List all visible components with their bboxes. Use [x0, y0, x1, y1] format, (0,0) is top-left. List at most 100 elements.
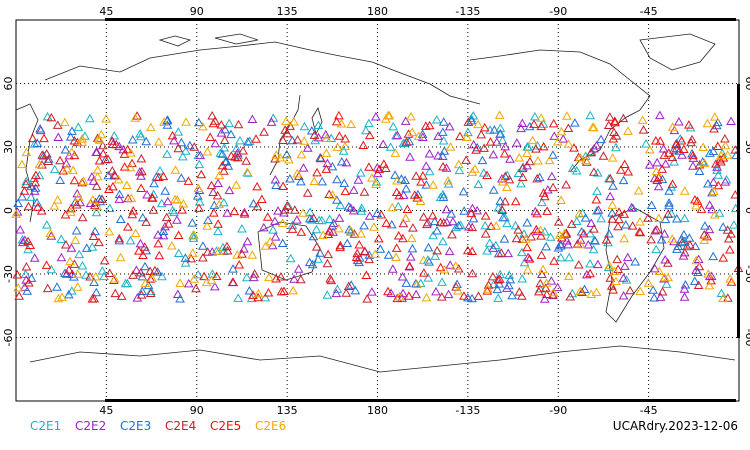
observation-marker	[539, 294, 550, 303]
observation-marker	[707, 187, 717, 197]
observation-marker	[295, 274, 306, 284]
observation-marker	[589, 224, 599, 233]
observation-marker	[482, 170, 492, 180]
observation-marker	[173, 143, 184, 153]
observation-marker	[699, 235, 710, 244]
observation-marker	[89, 277, 99, 287]
observation-marker	[122, 144, 133, 154]
observation-marker	[563, 271, 574, 280]
observation-marker	[598, 151, 609, 160]
observation-marker	[438, 161, 448, 171]
observation-marker	[396, 174, 407, 183]
observation-marker	[659, 229, 670, 238]
observation-marker	[354, 253, 365, 262]
observation-marker	[565, 292, 576, 301]
observation-marker	[424, 149, 435, 158]
observation-marker	[146, 286, 156, 296]
observation-marker	[404, 136, 415, 146]
observation-marker	[69, 259, 80, 268]
observation-marker	[132, 111, 143, 120]
observation-marker	[651, 166, 662, 176]
observation-marker	[406, 233, 417, 243]
observation-marker	[437, 127, 448, 136]
observation-marker	[686, 137, 696, 147]
observation-marker	[232, 152, 243, 162]
observation-marker	[635, 216, 645, 226]
observation-marker	[109, 273, 120, 283]
observation-marker	[678, 144, 689, 153]
latitude-label: 0	[2, 207, 15, 214]
observation-marker	[145, 274, 156, 283]
observation-marker	[477, 155, 488, 165]
observation-marker	[535, 278, 546, 288]
observation-marker	[266, 117, 277, 126]
observation-marker	[549, 131, 560, 140]
observation-marker	[544, 155, 555, 165]
observation-marker	[522, 242, 532, 252]
observation-marker	[488, 243, 498, 252]
observation-marker	[722, 150, 733, 159]
observation-marker	[244, 286, 255, 295]
observation-marker	[81, 270, 91, 279]
observation-marker	[628, 203, 638, 212]
observation-marker	[103, 154, 113, 163]
observation-marker	[153, 238, 164, 248]
longitude-label: 90	[190, 404, 204, 417]
observation-marker	[173, 248, 184, 257]
observation-marker	[536, 269, 547, 278]
observation-marker	[473, 291, 484, 300]
observation-marker	[176, 173, 187, 182]
observation-marker	[390, 170, 400, 179]
observation-marker	[218, 242, 228, 252]
observation-marker	[501, 182, 512, 192]
observation-marker	[694, 261, 705, 271]
observation-marker	[322, 290, 333, 299]
observation-marker	[158, 230, 169, 240]
observation-marker	[412, 279, 422, 289]
observation-marker	[638, 125, 649, 134]
observation-marker	[411, 278, 421, 288]
observation-marker	[149, 178, 159, 188]
observation-marker	[655, 136, 666, 145]
latitude-label: 60	[743, 77, 750, 91]
observation-marker	[555, 241, 566, 250]
observation-marker	[679, 213, 690, 223]
observation-marker	[61, 269, 72, 278]
observation-marker	[239, 209, 250, 218]
observation-marker	[524, 121, 535, 131]
observation-marker	[53, 293, 64, 303]
observation-marker	[89, 200, 100, 210]
observation-marker	[591, 287, 602, 296]
observation-marker	[577, 287, 587, 296]
observation-marker	[57, 292, 67, 301]
observation-marker	[660, 159, 671, 168]
observation-marker	[339, 178, 350, 187]
observation-marker	[514, 287, 525, 296]
observation-marker	[500, 141, 511, 151]
observation-marker	[655, 292, 666, 301]
observation-marker	[77, 260, 88, 270]
observation-marker	[493, 203, 504, 212]
legend-item: C2E4	[165, 419, 196, 433]
observation-marker	[585, 268, 595, 278]
observation-marker	[32, 138, 43, 147]
observation-marker	[651, 224, 662, 234]
observation-marker	[276, 272, 286, 281]
observation-marker	[585, 258, 595, 268]
observation-marker	[532, 173, 543, 183]
observation-marker	[313, 254, 323, 263]
observation-markers	[11, 110, 744, 303]
observation-marker	[310, 135, 321, 145]
observation-marker	[367, 287, 377, 296]
observation-marker	[438, 192, 449, 201]
observation-marker	[649, 293, 660, 302]
observation-marker	[523, 142, 534, 151]
observation-marker	[567, 163, 578, 173]
observation-marker	[53, 132, 64, 141]
observation-marker	[502, 170, 513, 179]
observation-marker	[553, 243, 564, 252]
observation-marker	[704, 200, 715, 209]
observation-marker	[346, 119, 356, 128]
observation-marker	[400, 116, 411, 125]
observation-marker	[653, 213, 664, 223]
